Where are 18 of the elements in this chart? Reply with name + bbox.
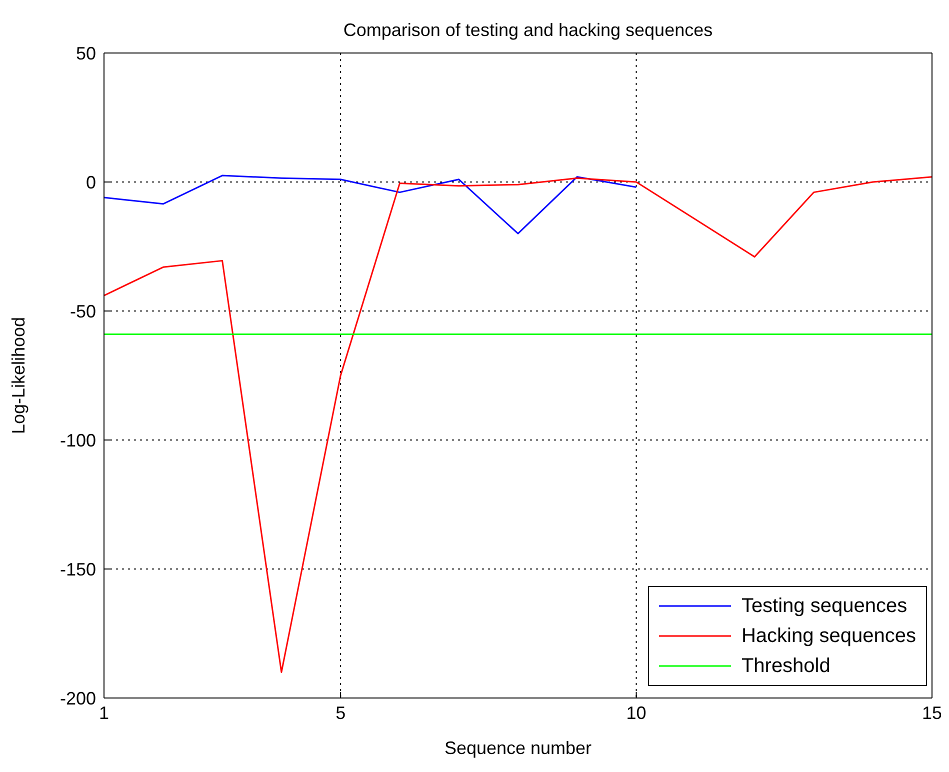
x-tick-label: 1 <box>98 702 110 723</box>
line-series <box>104 176 932 673</box>
y-tick-label: 0 <box>86 172 96 192</box>
x-tick-label: 5 <box>336 702 346 723</box>
x-tick-label: 10 <box>626 702 646 723</box>
y-tick-label: -150 <box>60 559 96 580</box>
line-series <box>104 174 638 234</box>
legend-label: Threshold <box>741 654 830 678</box>
x-axis-title: Sequence number <box>444 738 592 758</box>
y-tick-label: -50 <box>70 301 96 322</box>
y-axis-title: Log-Likelihood <box>8 316 28 434</box>
y-tick-label: 50 <box>76 43 96 64</box>
legend-label: Testing sequences <box>741 594 908 618</box>
x-tick-label: 15 <box>922 702 942 723</box>
y-tick-label: -100 <box>60 430 96 450</box>
legend-label: Hacking sequences <box>741 624 916 648</box>
chart-title: Comparison of testing and hacking sequences <box>343 20 713 40</box>
y-tick-label: -200 <box>60 688 96 708</box>
